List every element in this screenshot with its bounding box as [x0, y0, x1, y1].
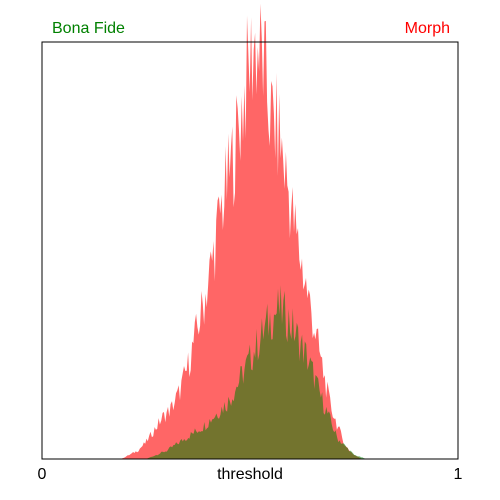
plot-frame [41, 41, 459, 460]
legend-bona-fide: Bona Fide [52, 20, 125, 37]
series-area-bona-fide [125, 285, 367, 459]
x-axis-label: threshold [217, 466, 283, 483]
x-tick-label-0: 0 [38, 466, 47, 483]
histogram-areas [121, 3, 367, 459]
legend-morph: Morph [405, 20, 450, 37]
x-tick-label-1: 1 [454, 466, 463, 483]
